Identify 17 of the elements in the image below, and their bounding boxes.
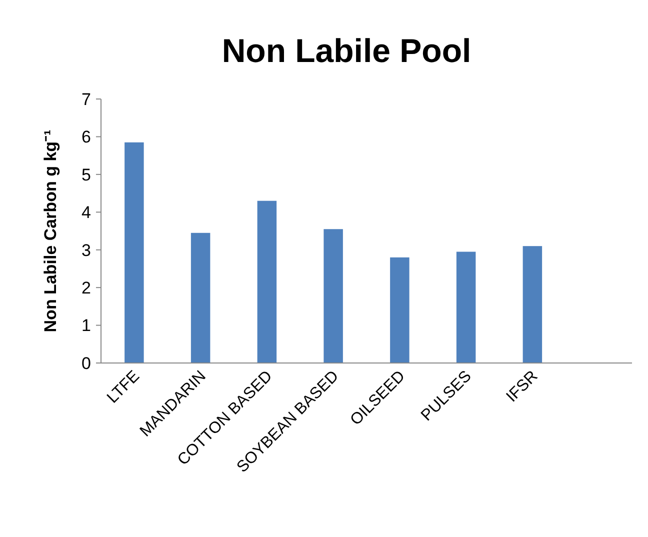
bar (124, 142, 144, 363)
y-tick-label: 1 (82, 316, 91, 336)
bar (324, 229, 343, 363)
bar (390, 257, 410, 363)
y-axis-title: Non Labile Carbon g kg⁻¹ (41, 129, 60, 332)
chart-title: Non Labile Pool (222, 32, 472, 69)
bar (456, 252, 476, 363)
bar (522, 246, 542, 363)
y-tick-label: 2 (82, 278, 91, 298)
y-tick-label: 5 (82, 165, 91, 184)
y-tick-label: 4 (82, 203, 91, 222)
y-tick-label: 7 (82, 90, 91, 109)
y-tick-label: 0 (82, 354, 91, 373)
bar (190, 232, 210, 363)
y-tick-label: 3 (82, 240, 91, 260)
y-tick-label: 6 (82, 128, 91, 147)
bar (257, 200, 277, 363)
